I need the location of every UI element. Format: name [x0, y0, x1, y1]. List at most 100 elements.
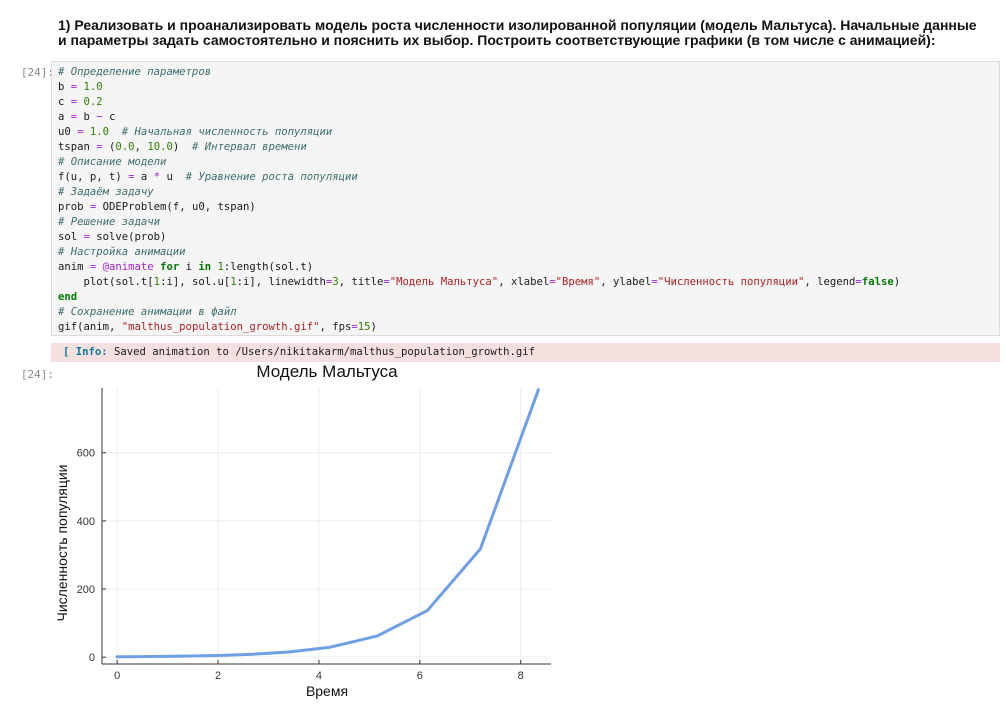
code-operator: = — [325, 276, 333, 288]
info-message: Saved animation to /Users/nikitakarm/mal… — [107, 346, 535, 358]
code-number: 1 — [217, 261, 224, 273]
info-prefix: [ — [63, 346, 76, 358]
code-line: # Описание модели — [58, 155, 900, 170]
code-operator: = — [549, 276, 556, 288]
code-token: f(u, p, t) — [58, 171, 122, 183]
code-token: a — [58, 111, 65, 123]
code-token: u0 — [58, 126, 71, 138]
code-operator: = — [83, 261, 103, 273]
code-token: , ylabel — [600, 276, 652, 288]
code-token: b — [83, 111, 90, 123]
code-token: prob — [58, 201, 84, 213]
y-tick-label: 0 — [89, 652, 95, 664]
chart-grid — [102, 388, 551, 664]
code-line: a = b − c — [58, 110, 900, 125]
code-cell[interactable] — [51, 61, 1000, 336]
code-number: 15 — [357, 321, 371, 333]
code-token: c — [109, 111, 116, 123]
chart-axes — [101, 388, 551, 665]
code-operator: = — [64, 81, 84, 93]
code-operator: = — [855, 276, 862, 288]
code-token: anim — [58, 261, 84, 273]
code-operator: = — [77, 231, 97, 243]
x-tick-label: 8 — [518, 670, 524, 682]
code-token: , xlabel — [498, 276, 550, 288]
code-number: 10.0 — [147, 141, 173, 153]
code-line: anim = @animate for i in 1:length(sol.t) — [58, 260, 900, 275]
code-editor[interactable]: # Определение параметров b = 1.0 c = 0.2 a … — [58, 65, 900, 335]
code-token: ( — [109, 141, 116, 153]
code-operator: * — [147, 171, 167, 183]
x-tick-label: 0 — [114, 670, 120, 682]
code-token: ) — [172, 141, 180, 153]
code-token: :i], sol.u[ — [160, 276, 231, 288]
code-comment: # Интервал времени — [179, 141, 307, 153]
info-output: [ Info: Saved animation to /Users/nikita… — [51, 343, 1000, 362]
code-line: prob = ODEProblem(f, u0, tspan) — [58, 200, 900, 215]
code-line: u0 = 1.0 # Начальная численность популяц… — [58, 125, 900, 140]
population-line — [115, 388, 540, 659]
code-line: c = 0.2 — [58, 95, 900, 110]
code-operator: = — [70, 126, 90, 138]
code-number: 1 — [153, 276, 161, 288]
code-operator: = — [89, 141, 110, 153]
x-tick-label: 2 — [215, 670, 221, 682]
code-line: gif(anim, "malthus_population_growth.gif… — [58, 320, 900, 335]
code-line: plot(sol.t[1:i], sol.u[1:i], linewidth=3… — [58, 275, 901, 290]
code-operator: = — [383, 276, 390, 288]
code-token: gif(anim, — [58, 321, 122, 333]
code-line: b = 1.0 — [58, 80, 900, 95]
code-operator: = — [121, 171, 141, 183]
code-line: f(u, p, t) = a * u # Уравнение роста поп… — [58, 170, 900, 185]
code-line: # Сохранение анимации в файл — [58, 305, 900, 320]
code-operator: = — [64, 96, 84, 108]
input-prompt: [24]: — [20, 66, 54, 79]
code-number: 1.0 — [89, 126, 110, 138]
code-token: , fps — [319, 321, 352, 333]
code-token: ODEProblem(f, u0, tspan) — [102, 201, 256, 213]
code-comment: # Сохранение анимации в файл — [58, 306, 237, 318]
code-token: , title — [338, 276, 384, 288]
x-tick-label: 4 — [316, 670, 322, 682]
output-prompt: [24]: — [20, 368, 54, 381]
code-operator: = — [651, 276, 658, 288]
code-comment: # Описание модели — [58, 156, 167, 168]
code-operator: − — [89, 111, 110, 123]
code-token: c — [58, 96, 65, 108]
code-keyword: false — [861, 276, 894, 288]
code-line: sol = solve(prob) — [58, 230, 900, 245]
code-macro: @animate — [102, 261, 154, 273]
code-string: "Численность популяции" — [657, 276, 805, 288]
code-token: , — [134, 141, 148, 153]
x-axis-label: Время — [306, 683, 348, 699]
code-comment: # Настройка анимации — [58, 246, 186, 258]
chart-title: Модель Мальтуса — [256, 362, 398, 381]
code-comment: # Начальная численность популяции — [109, 126, 333, 138]
code-keyword: end — [58, 291, 78, 303]
code-comment: # Решение задачи — [58, 216, 161, 228]
task-text-line-2: и параметры задать самостоятельно и пояс… — [58, 32, 936, 48]
y-axis-label: Численность популяции — [54, 464, 70, 621]
code-token: plot(sol.t[ — [58, 276, 154, 288]
code-token: ) — [893, 276, 901, 288]
code-token: solve(prob) — [96, 231, 167, 243]
code-line: # Определение параметров — [58, 65, 900, 80]
code-token: i — [185, 261, 192, 273]
code-number: 1 — [230, 276, 237, 288]
code-token: a — [140, 171, 148, 183]
code-token: :length(sol.t) — [223, 261, 314, 273]
code-comment: # Задаём задачу — [58, 186, 154, 198]
code-line: # Настройка анимации — [58, 245, 900, 260]
code-number: 0.0 — [115, 141, 135, 153]
task-text-line-1: 1) Реализовать и проанализировать модель… — [58, 17, 977, 33]
code-token: u — [166, 171, 173, 183]
code-line: # Задаём задачу — [58, 185, 900, 200]
code-string: "Модель Мальтуса" — [389, 276, 499, 288]
chart-ticks: 0 2 4 6 8 0 200 400 600 — [77, 448, 524, 682]
code-operator: = — [83, 201, 103, 213]
code-string: "Время" — [555, 276, 601, 288]
malthus-chart: Модель Мальтуса 0 2 4 6 8 0 200 400 600 Время Чи… — [54, 362, 551, 699]
y-tick-label: 400 — [77, 516, 95, 528]
y-tick-label: 200 — [77, 584, 95, 596]
code-string: "malthus_population_growth.gif" — [121, 321, 320, 333]
